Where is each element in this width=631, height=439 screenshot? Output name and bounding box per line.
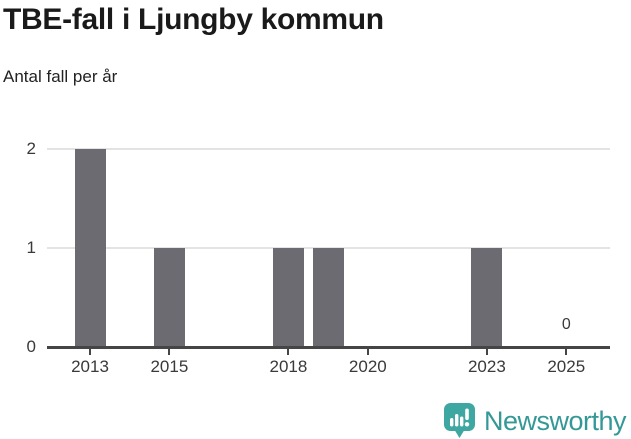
x-tick-mark-2025 [565,349,568,355]
x-tick-label-2025: 2025 [547,357,586,376]
bar-2023 [471,248,503,347]
y-tick-label-2: 2 [26,139,36,158]
bar-2019 [312,248,344,347]
bar-2015 [153,248,185,347]
x-tick-label-2020: 2020 [348,357,387,376]
newsworthy-logo[interactable]: Newsworthy [443,402,627,439]
bar-2018 [272,248,304,347]
chart-subtitle: Antal fall per år [3,67,118,86]
gridline-y2 [47,148,610,150]
x-tick-mark-2023 [485,349,488,355]
value-label-2025: 0 [561,316,571,333]
newsworthy-wordmark: Newsworthy [483,405,627,436]
newsworthy-bubble-chart-icon [443,403,475,438]
bar-2013 [74,149,106,347]
x-tick-mark-2018 [287,349,290,355]
y-tick-label-1: 1 [26,238,36,257]
x-tick-mark-2015 [168,349,171,355]
x-axis-line [47,346,610,349]
x-tick-label-2018: 2018 [269,357,308,376]
x-tick-label-2013: 2013 [71,357,109,376]
chart-title: TBE-fall i Ljungby kommun [3,3,384,36]
x-tick-mark-2020 [366,349,369,355]
x-tick-mark-2013 [89,349,91,355]
x-tick-label-2015: 2015 [150,357,189,376]
y-tick-label-0: 0 [26,337,36,356]
x-tick-label-2023: 2023 [467,357,506,376]
